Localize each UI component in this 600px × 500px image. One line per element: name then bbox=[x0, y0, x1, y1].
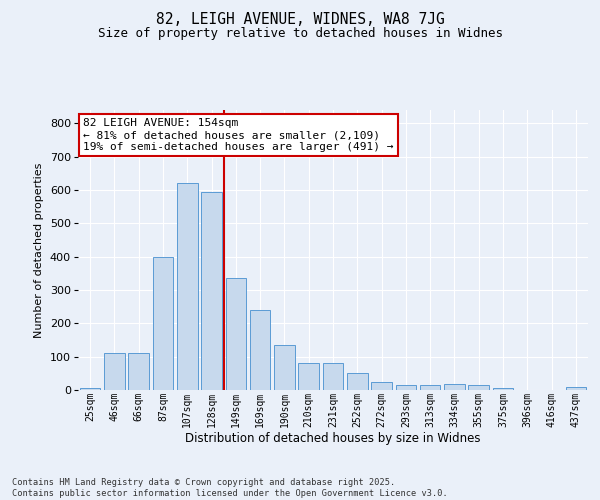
Bar bbox=[177, 184, 197, 390]
Bar bbox=[274, 345, 295, 390]
Bar bbox=[469, 385, 489, 390]
Bar bbox=[152, 256, 173, 390]
X-axis label: Distribution of detached houses by size in Widnes: Distribution of detached houses by size … bbox=[185, 432, 481, 445]
Bar bbox=[128, 354, 149, 390]
Bar bbox=[493, 388, 514, 390]
Bar bbox=[250, 310, 271, 390]
Bar bbox=[444, 384, 465, 390]
Bar bbox=[104, 354, 125, 390]
Bar bbox=[420, 385, 440, 390]
Bar bbox=[226, 278, 246, 390]
Text: 82 LEIGH AVENUE: 154sqm
← 81% of detached houses are smaller (2,109)
19% of semi: 82 LEIGH AVENUE: 154sqm ← 81% of detache… bbox=[83, 118, 394, 152]
Text: 82, LEIGH AVENUE, WIDNES, WA8 7JG: 82, LEIGH AVENUE, WIDNES, WA8 7JG bbox=[155, 12, 445, 28]
Bar bbox=[371, 382, 392, 390]
Bar bbox=[323, 364, 343, 390]
Y-axis label: Number of detached properties: Number of detached properties bbox=[34, 162, 44, 338]
Bar bbox=[347, 374, 368, 390]
Bar bbox=[80, 388, 100, 390]
Text: Size of property relative to detached houses in Widnes: Size of property relative to detached ho… bbox=[97, 28, 503, 40]
Text: Contains HM Land Registry data © Crown copyright and database right 2025.
Contai: Contains HM Land Registry data © Crown c… bbox=[12, 478, 448, 498]
Bar bbox=[298, 364, 319, 390]
Bar bbox=[201, 192, 222, 390]
Bar bbox=[566, 388, 586, 390]
Bar bbox=[395, 385, 416, 390]
